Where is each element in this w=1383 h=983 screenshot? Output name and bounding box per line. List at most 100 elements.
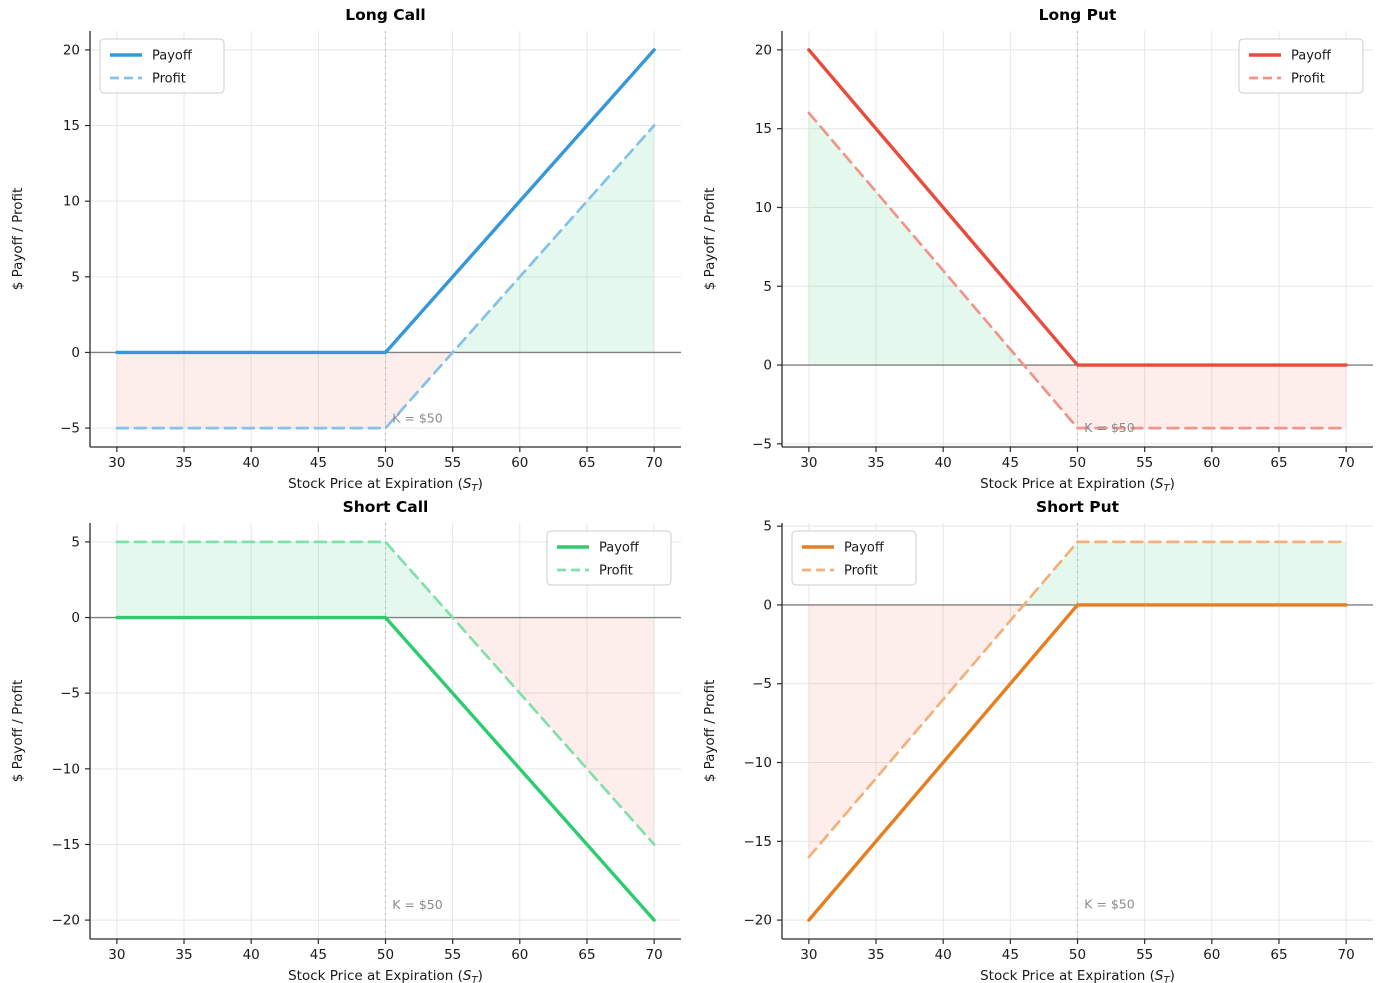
x-tick-label: 65 — [1270, 455, 1287, 471]
y-axis-label: $ Payoff / Profit — [10, 188, 26, 291]
legend-profit-label: Profit — [599, 563, 633, 578]
profit-line — [807, 540, 1347, 858]
x-tick-label: 50 — [1068, 947, 1085, 963]
chart-title: Long Put — [1038, 6, 1116, 24]
legend-profit-label: Profit — [152, 72, 186, 87]
payoff-line — [115, 48, 656, 355]
y-tick-label: −5 — [752, 676, 772, 692]
x-tick-label: 60 — [1203, 947, 1220, 963]
y-tick-label: 5 — [763, 279, 772, 295]
loss-region-fill — [452, 617, 655, 844]
y-tick-label: −10 — [52, 761, 81, 777]
y-tick-label: 0 — [71, 610, 80, 626]
y-tick-label: 5 — [71, 534, 80, 550]
x-axis-label: Stock Price at Expiration (ST) — [980, 968, 1175, 983]
y-tick-label: −20 — [52, 912, 81, 928]
x-tick-label: 65 — [578, 455, 595, 471]
x-tick-label: 55 — [1136, 947, 1153, 963]
y-tick-label: −15 — [743, 833, 772, 849]
x-tick-label: 40 — [243, 947, 260, 963]
x-tick-label: 60 — [1203, 455, 1220, 471]
y-tick-label: 10 — [63, 194, 80, 210]
x-tick-label: 35 — [867, 455, 884, 471]
x-tick-label: 55 — [444, 455, 461, 471]
chart-short-put: 30 35 40 45 50 55 60 65 70 −20 −15 −10 −5 0 5 Short Put… — [702, 498, 1373, 983]
y-axis-label: $ Payoff / Profit — [702, 188, 718, 291]
y-tick-label: 15 — [63, 118, 80, 134]
legend-box — [546, 530, 672, 585]
x-tick-label: 50 — [377, 455, 394, 471]
y-tick-label: 5 — [71, 269, 80, 285]
x-tick-label: 40 — [243, 455, 260, 471]
y-tick-label: −10 — [743, 755, 772, 771]
strike-annotation: K = $50 — [1084, 420, 1135, 435]
y-tick-label: −20 — [743, 912, 772, 928]
x-tick-label: 30 — [800, 455, 817, 471]
x-tick-label: 40 — [934, 947, 951, 963]
payoff-line — [115, 615, 656, 922]
loss-region-fill — [116, 352, 453, 429]
x-tick-label: 45 — [1001, 455, 1018, 471]
y-tick-label: −5 — [752, 436, 772, 452]
y-tick-label: −5 — [60, 421, 80, 437]
x-tick-label: 50 — [377, 947, 394, 963]
legend: Payoff Profit — [99, 38, 225, 94]
chart-long-call: 30 35 40 45 50 55 60 65 70 −5 0 5 10 15 20 Long Call Sto… — [10, 6, 681, 491]
x-tick-label: 45 — [310, 947, 327, 963]
legend: Payoff Profit — [546, 530, 672, 585]
y-tick-label: 0 — [763, 597, 772, 613]
x-tick-label: 35 — [867, 947, 884, 963]
x-tick-label: 60 — [511, 455, 528, 471]
legend-profit-label: Profit — [844, 563, 878, 578]
chart-title: Short Put — [1035, 498, 1119, 516]
y-tick-label: 10 — [754, 200, 771, 216]
x-tick-label: 70 — [646, 455, 663, 471]
y-tick-label: 0 — [763, 358, 772, 374]
loss-region-fill — [1023, 365, 1346, 429]
y-tick-label: −15 — [52, 836, 81, 852]
payoff-line — [806, 48, 1348, 367]
legend-box — [1238, 38, 1363, 94]
x-tick-label: 55 — [1136, 455, 1153, 471]
y-tick-label: 0 — [71, 345, 80, 361]
profit-region-fill — [1023, 541, 1346, 605]
x-axis-label: Stock Price at Expiration (ST) — [980, 476, 1175, 491]
x-tick-label: 65 — [578, 947, 595, 963]
chart-title: Long Call — [345, 6, 426, 24]
x-tick-label: 45 — [310, 455, 327, 471]
legend-box — [791, 530, 916, 585]
chart-short-call: 30 35 40 45 50 55 60 65 70 −20 −15 −10 −5 0 5 Short Cal… — [10, 498, 681, 983]
x-tick-label: 60 — [511, 947, 528, 963]
x-tick-label: 50 — [1068, 455, 1085, 471]
profit-line — [115, 540, 656, 846]
legend-payoff-label: Payoff — [844, 540, 885, 555]
x-tick-label: 30 — [108, 455, 125, 471]
x-tick-label: 40 — [934, 455, 951, 471]
y-axis-label: $ Payoff / Profit — [10, 679, 26, 782]
x-axis-label: Stock Price at Expiration (ST) — [288, 476, 483, 491]
y-axis-label: $ Payoff / Profit — [702, 679, 718, 782]
x-tick-label: 45 — [1001, 947, 1018, 963]
legend-payoff-label: Payoff — [1291, 49, 1332, 64]
x-tick-label: 70 — [1337, 455, 1354, 471]
y-tick-label: 20 — [63, 42, 80, 58]
legend-profit-label: Profit — [1291, 72, 1325, 87]
strike-annotation: K = $50 — [392, 410, 443, 425]
profit-line — [807, 111, 1347, 430]
chart-title: Short Call — [343, 498, 429, 516]
chart-long-put: 30 35 40 45 50 55 60 65 70 −5 0 5 10 15 20 Long Put Stoc… — [702, 6, 1373, 491]
y-tick-label: 5 — [763, 518, 772, 534]
x-tick-label: 70 — [646, 947, 663, 963]
x-tick-label: 65 — [1270, 947, 1287, 963]
x-axis-label: Stock Price at Expiration (ST) — [288, 968, 483, 983]
y-tick-label: −5 — [60, 685, 80, 701]
x-tick-label: 30 — [108, 947, 125, 963]
legend: Payoff Profit — [791, 530, 916, 585]
x-tick-label: 55 — [444, 947, 461, 963]
profit-line — [115, 124, 656, 430]
payoff-line — [806, 602, 1348, 922]
x-tick-label: 30 — [800, 947, 817, 963]
legend-payoff-label: Payoff — [152, 49, 193, 64]
strike-annotation: K = $50 — [1084, 896, 1135, 911]
